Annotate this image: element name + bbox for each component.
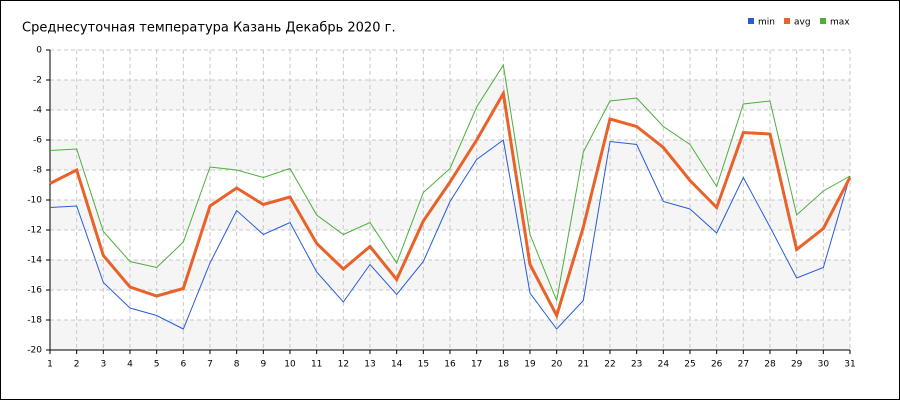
y-tick-label: -10 (27, 196, 42, 206)
y-tick-label: -16 (27, 286, 42, 296)
y-tick-label: -6 (33, 136, 42, 146)
x-tick-label: 4 (127, 360, 133, 370)
chart-title: Среднесуточная температура Казань Декабр… (22, 21, 396, 36)
x-tick-label: 31 (844, 360, 855, 370)
y-tick-label: -20 (27, 346, 42, 356)
x-tick-label: 23 (631, 360, 642, 370)
series-line (49, 63, 851, 303)
x-tick-label: 22 (604, 360, 615, 370)
x-tick-label: 28 (764, 360, 776, 370)
x-tick-label: 2 (74, 360, 80, 370)
x-tick-label: 13 (364, 360, 375, 370)
x-tick-label: 16 (444, 360, 456, 370)
x-tick-label: 8 (234, 360, 240, 370)
x-tick-label: 19 (524, 360, 536, 370)
x-tick-label: 29 (791, 360, 803, 370)
legend-swatch (748, 18, 754, 24)
x-tick-label: 20 (551, 360, 563, 370)
y-tick-label: -4 (33, 106, 42, 116)
series-line (49, 139, 851, 330)
x-tick-label: 6 (180, 360, 186, 370)
x-tick-label: 24 (658, 360, 670, 370)
x-tick-label: 17 (471, 360, 482, 370)
x-tick-label: 27 (738, 360, 749, 370)
legend-label: max (830, 18, 850, 28)
y-tick-label: -14 (27, 256, 42, 266)
x-tick-label: 26 (711, 360, 723, 370)
x-tick-label: 3 (100, 360, 106, 370)
legend-swatch (784, 18, 790, 24)
legend-label: avg (794, 18, 811, 28)
x-tick-label: 25 (684, 360, 695, 370)
x-tick-label: 12 (338, 360, 349, 370)
x-tick-label: 14 (391, 360, 403, 370)
x-tick-label: 11 (311, 360, 322, 370)
y-tick-label: 0 (36, 46, 42, 56)
y-tick-label: -8 (33, 166, 42, 176)
legend-label: min (758, 18, 775, 28)
x-tick-label: 7 (207, 360, 213, 370)
legend-swatch (820, 18, 826, 24)
x-tick-label: 15 (418, 360, 429, 370)
x-tick-label: 1 (47, 360, 53, 370)
y-tick-label: -12 (27, 226, 42, 236)
x-tick-label: 18 (498, 360, 510, 370)
y-tick-label: -2 (33, 76, 42, 86)
x-tick-label: 5 (154, 360, 160, 370)
series-line (49, 89, 852, 320)
x-tick-label: 30 (818, 360, 830, 370)
x-tick-label: 21 (578, 360, 589, 370)
x-tick-label: 9 (260, 360, 266, 370)
x-tick-label: 10 (284, 360, 296, 370)
y-tick-label: -18 (27, 316, 42, 326)
